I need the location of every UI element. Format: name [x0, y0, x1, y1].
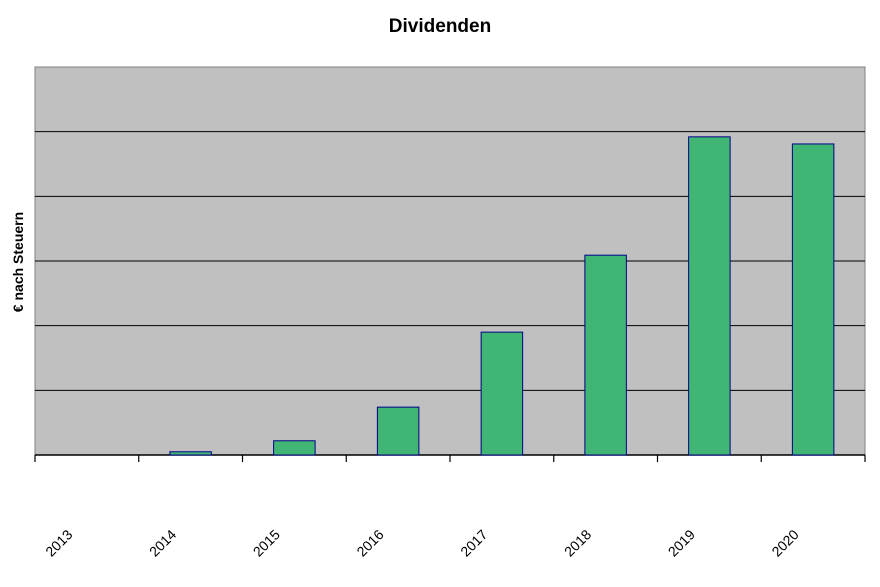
- bar-2019: [688, 136, 731, 456]
- x-tick-label: 2016: [353, 526, 386, 559]
- x-tick-label: 2014: [146, 526, 179, 559]
- bar-2017: [480, 331, 524, 456]
- x-tick-label: 2019: [665, 526, 698, 559]
- x-tick-label: 2020: [768, 526, 801, 559]
- x-tick-label: 2017: [457, 526, 490, 559]
- chart-title: Dividenden: [388, 16, 492, 37]
- x-tick-label: 2018: [561, 526, 594, 559]
- x-tick-label: 2015: [250, 526, 283, 559]
- x-tick-label: 2013: [42, 526, 75, 559]
- bar-2016: [376, 406, 420, 456]
- bar-2015: [273, 440, 316, 456]
- bar-2014: [169, 451, 212, 456]
- bar-2020: [791, 143, 835, 456]
- bar-2018: [584, 254, 627, 456]
